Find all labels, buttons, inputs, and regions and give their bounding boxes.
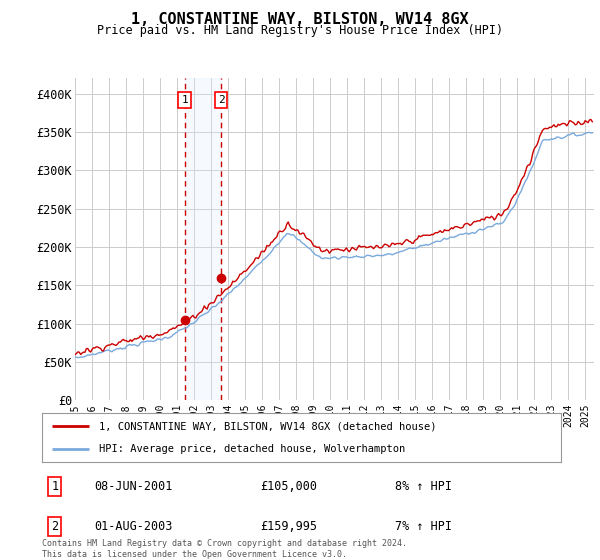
Text: 8% ↑ HPI: 8% ↑ HPI bbox=[395, 480, 452, 493]
Text: £159,995: £159,995 bbox=[260, 520, 317, 533]
Text: Contains HM Land Registry data © Crown copyright and database right 2024.
This d: Contains HM Land Registry data © Crown c… bbox=[42, 539, 407, 559]
Text: 2: 2 bbox=[218, 95, 224, 105]
Text: 7% ↑ HPI: 7% ↑ HPI bbox=[395, 520, 452, 533]
Text: £105,000: £105,000 bbox=[260, 480, 317, 493]
Text: Price paid vs. HM Land Registry's House Price Index (HPI): Price paid vs. HM Land Registry's House … bbox=[97, 24, 503, 37]
Text: 01-AUG-2003: 01-AUG-2003 bbox=[94, 520, 172, 533]
Text: 1, CONSTANTINE WAY, BILSTON, WV14 8GX (detached house): 1, CONSTANTINE WAY, BILSTON, WV14 8GX (d… bbox=[99, 421, 437, 431]
Text: 1: 1 bbox=[181, 95, 188, 105]
Bar bbox=[185, 78, 221, 400]
Text: 1, CONSTANTINE WAY, BILSTON, WV14 8GX: 1, CONSTANTINE WAY, BILSTON, WV14 8GX bbox=[131, 12, 469, 27]
Text: 1: 1 bbox=[52, 480, 59, 493]
Text: 2: 2 bbox=[52, 520, 59, 533]
Text: 08-JUN-2001: 08-JUN-2001 bbox=[94, 480, 172, 493]
Text: HPI: Average price, detached house, Wolverhampton: HPI: Average price, detached house, Wolv… bbox=[99, 444, 406, 454]
